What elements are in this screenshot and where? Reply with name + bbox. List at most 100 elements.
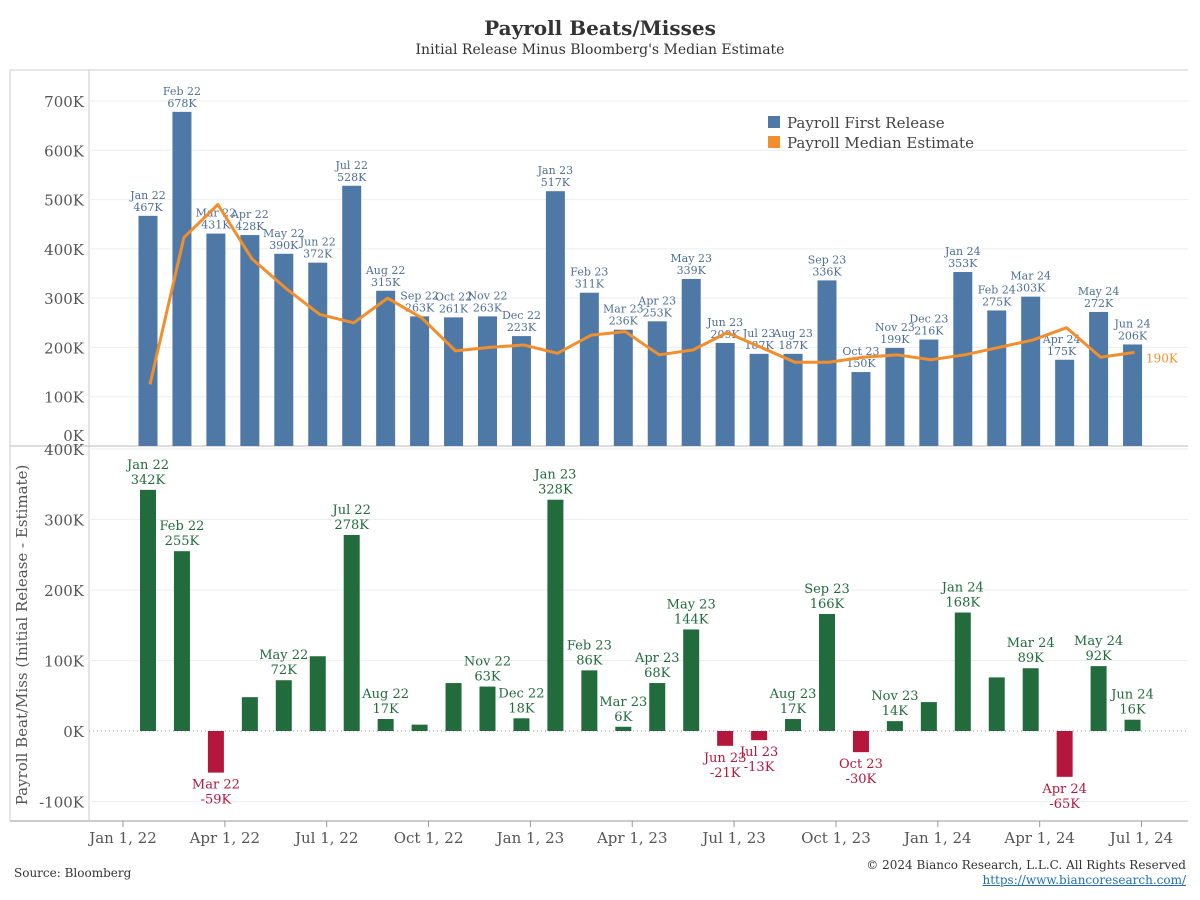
bottom-y-tick-label: 100K bbox=[44, 652, 85, 670]
beat-bar bbox=[241, 697, 258, 731]
release-bar bbox=[206, 233, 226, 446]
chart-title: Payroll Beats/Misses bbox=[484, 16, 716, 40]
beat-bar bbox=[920, 702, 937, 731]
website-link[interactable]: https://www.biancoresearch.com/ bbox=[982, 873, 1186, 887]
x-tick-label: Apr 1, 24 bbox=[1003, 829, 1075, 847]
x-tick-label: Jul 1, 23 bbox=[700, 829, 765, 847]
beat-month-label: May 23 bbox=[667, 597, 716, 612]
miss-value-label: -13K bbox=[744, 760, 775, 775]
release-month-label: Nov 23 bbox=[875, 321, 915, 334]
beat-value-label: 18K bbox=[508, 701, 535, 716]
release-month-label: Jan 22 bbox=[129, 189, 166, 202]
beat-month-label: Sep 23 bbox=[804, 582, 850, 597]
miss-value-label: -30K bbox=[846, 772, 877, 787]
beat-month-label: Apr 23 bbox=[634, 651, 680, 666]
release-value-label: 372K bbox=[303, 248, 333, 261]
beat-value-label: 16K bbox=[1119, 703, 1146, 718]
beat-value-label: 92K bbox=[1085, 649, 1112, 664]
release-month-label: Aug 22 bbox=[365, 264, 406, 277]
release-value-label: 431K bbox=[201, 219, 231, 232]
miss-month-label: Jun 23 bbox=[702, 751, 747, 766]
beat-month-label: Jul 22 bbox=[330, 503, 370, 518]
beat-bar bbox=[173, 551, 190, 731]
release-bar bbox=[885, 347, 905, 446]
beat-value-label: 68K bbox=[644, 666, 671, 681]
beat-bar bbox=[377, 719, 394, 731]
bottom-y-tick-label: -100K bbox=[39, 794, 85, 812]
release-bar bbox=[919, 339, 939, 446]
release-bar bbox=[376, 290, 396, 446]
miss-value-label: -65K bbox=[1049, 797, 1080, 812]
beat-value-label: 17K bbox=[373, 702, 400, 717]
x-tick-label: Jul 1, 22 bbox=[293, 829, 358, 847]
release-bar bbox=[308, 262, 328, 446]
beat-month-label: May 22 bbox=[259, 648, 308, 663]
release-value-label: 272K bbox=[1084, 297, 1114, 310]
release-value-label: 263K bbox=[473, 301, 503, 314]
beat-month-label: Jan 23 bbox=[532, 468, 576, 483]
beat-bar bbox=[513, 718, 530, 731]
release-bar bbox=[545, 191, 565, 446]
release-month-label: Jul 23 bbox=[742, 327, 776, 340]
beat-month-label: Jan 24 bbox=[940, 581, 984, 596]
beat-month-label: Feb 23 bbox=[567, 638, 612, 653]
release-bar bbox=[851, 372, 871, 446]
release-value-label: 517K bbox=[541, 176, 571, 189]
release-bar bbox=[1021, 296, 1041, 446]
top-y-tick-label: 200K bbox=[44, 339, 85, 357]
x-tick-label: Apr 1, 22 bbox=[189, 829, 261, 847]
release-value-label: 315K bbox=[371, 276, 401, 289]
beat-bar bbox=[581, 670, 598, 731]
beat-bar bbox=[886, 721, 903, 731]
beat-bar bbox=[819, 613, 835, 731]
miss-bar bbox=[717, 731, 734, 746]
release-value-label: 150K bbox=[846, 357, 876, 370]
beat-value-label: 166K bbox=[810, 597, 845, 612]
beat-month-label: Aug 23 bbox=[769, 687, 817, 702]
beat-bar bbox=[1090, 666, 1107, 731]
beat-value-label: 255K bbox=[165, 534, 200, 549]
beat-month-label: Dec 22 bbox=[498, 686, 544, 701]
release-month-label: Oct 23 bbox=[842, 345, 879, 358]
release-month-label: Jul 22 bbox=[334, 159, 368, 172]
beat-month-label: Mar 24 bbox=[1007, 636, 1055, 651]
x-tick-label: Oct 1, 22 bbox=[394, 829, 464, 847]
top-y-tick-label: 100K bbox=[44, 389, 85, 407]
release-month-label: Jun 22 bbox=[299, 236, 336, 249]
beat-month-label: Nov 23 bbox=[871, 689, 918, 704]
release-value-label: 253K bbox=[643, 306, 673, 319]
release-bar bbox=[240, 235, 260, 446]
top-y-tick-label: 400K bbox=[44, 241, 85, 259]
miss-month-label: Apr 24 bbox=[1041, 782, 1087, 797]
release-month-label: May 23 bbox=[670, 252, 712, 265]
release-bar bbox=[138, 215, 158, 446]
release-value-label: 223K bbox=[507, 321, 537, 334]
release-month-label: Jan 24 bbox=[944, 245, 981, 258]
beat-bar bbox=[683, 629, 700, 731]
release-bar bbox=[749, 353, 769, 446]
beat-bar bbox=[275, 680, 292, 731]
release-value-label: 187K bbox=[778, 339, 808, 352]
release-month-label: Jan 23 bbox=[537, 164, 574, 177]
release-month-label: Sep 22 bbox=[400, 289, 439, 302]
x-tick-label: Oct 1, 23 bbox=[801, 829, 871, 847]
release-bar bbox=[342, 185, 362, 446]
beat-value-label: 17K bbox=[780, 702, 807, 717]
miss-month-label: Oct 23 bbox=[839, 757, 883, 772]
top-y-tick-label: 700K bbox=[44, 93, 85, 111]
x-tick-label: Jan 1, 23 bbox=[495, 829, 565, 847]
beat-bar bbox=[343, 534, 360, 731]
release-month-label: Apr 22 bbox=[230, 208, 269, 221]
beat-bar bbox=[309, 656, 326, 731]
release-bar bbox=[172, 111, 192, 446]
miss-value-label: -21K bbox=[710, 766, 741, 781]
beat-value-label: 168K bbox=[946, 596, 981, 611]
release-bar bbox=[410, 316, 430, 446]
release-value-label: 206K bbox=[1118, 329, 1148, 342]
beat-value-label: 89K bbox=[1018, 651, 1045, 666]
release-month-label: Sep 23 bbox=[808, 253, 847, 266]
release-bar bbox=[987, 310, 1007, 446]
beat-month-label: Aug 22 bbox=[361, 687, 409, 702]
release-month-label: Jun 23 bbox=[706, 316, 743, 329]
